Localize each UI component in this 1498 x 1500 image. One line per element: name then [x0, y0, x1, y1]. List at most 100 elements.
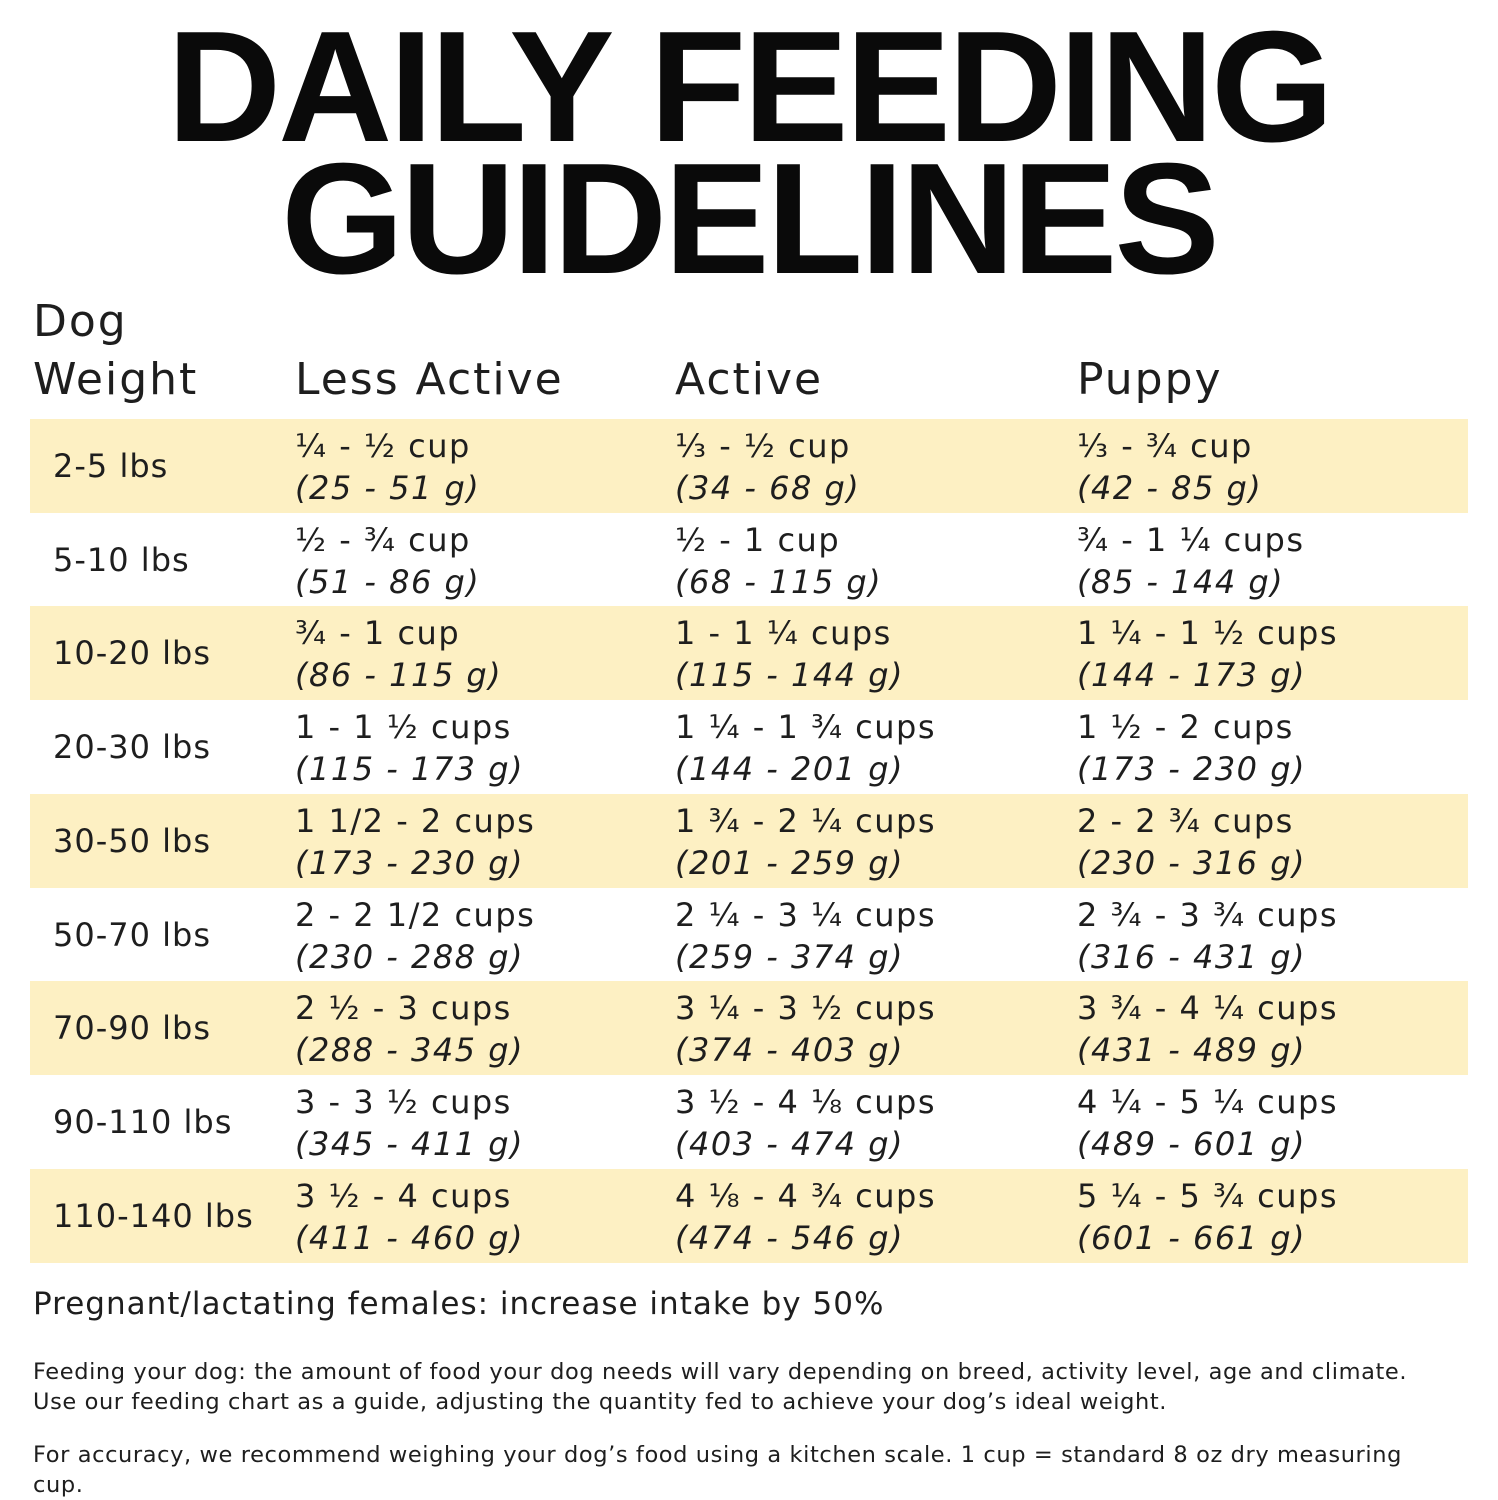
cups: 2 - 2 ¾ cups: [1077, 801, 1294, 840]
amount-cell: 2 ½ - 3 cups (288 - 345 g): [295, 987, 524, 1071]
amount-cell: 2 - 2 1/2 cups (230 - 288 g): [295, 894, 535, 978]
column-header: Less Active: [295, 354, 564, 405]
grams: (51 - 86 g): [295, 562, 481, 601]
cups: 1 - 1 ½ cups: [295, 708, 512, 747]
cups: ¾ - 1 ¼ cups: [1077, 520, 1305, 559]
grams: (474 - 546 g): [675, 1218, 904, 1257]
cups: 3 ¾ - 4 ¼ cups: [1077, 989, 1339, 1028]
table-row: 110-140 lbs 3 ½ - 4 cups (411 - 460 g) 4 ⅛ …: [30, 1168, 1468, 1263]
cups: 1 ¼ - 1 ¾ cups: [675, 708, 937, 747]
amount-cell: ⅓ - ½ cup (34 - 68 g): [675, 425, 860, 509]
grams: (489 - 601 g): [1077, 1124, 1306, 1163]
weight-cell: 20-30 lbs: [53, 728, 212, 767]
grams: (431 - 489 g): [1077, 1031, 1306, 1070]
amount-cell: 3 ½ - 4 ⅛ cups (403 - 474 g): [675, 1081, 936, 1165]
amount-cell: ¾ - 1 cup (86 - 115 g): [295, 612, 502, 696]
title-line: GUIDELINES: [281, 131, 1220, 307]
table-row: 5-10 lbs ½ - ¾ cup (51 - 86 g) ½ - 1 cup (68…: [30, 513, 1468, 607]
grams: (601 - 661 g): [1077, 1218, 1306, 1257]
cups: ⅓ - ½ cup: [675, 427, 851, 465]
weight-cell: 90-110 lbs: [53, 1102, 233, 1141]
weight-cell: 5-10 lbs: [53, 540, 190, 579]
grams: (86 - 115 g): [295, 656, 503, 695]
grams: (115 - 173 g): [295, 750, 524, 789]
cups: 2 ½ - 3 cups: [295, 989, 512, 1028]
amount-cell: ¾ - 1 ¼ cups (85 - 144 g): [1077, 519, 1304, 603]
weight-cell: 30-50 lbs: [53, 821, 212, 860]
amount-cell: 4 ⅛ - 4 ¾ cups (474 - 546 g): [675, 1175, 936, 1259]
amount-cell: 1 1/2 - 2 cups (173 - 230 g): [295, 800, 535, 884]
cups: 4 ¼ - 5 ¼ cups: [1077, 1082, 1339, 1121]
grams: (345 - 411 g): [295, 1124, 524, 1163]
grams: (144 - 173 g): [1077, 656, 1306, 695]
amount-cell: 2 - 2 ¾ cups (230 - 316 g): [1077, 800, 1306, 884]
cups: 3 ½ - 4 ⅛ cups: [675, 1082, 937, 1121]
amount-cell: 1 ¼ - 1 ¾ cups (144 - 201 g): [675, 706, 936, 790]
weight-cell: 2-5 lbs: [53, 447, 169, 485]
cups: 2 ¼ - 3 ¼ cups: [675, 895, 937, 934]
grams: (374 - 403 g): [675, 1031, 904, 1070]
amount-cell: 1 - 1 ½ cups (115 - 173 g): [295, 706, 524, 790]
amount-cell: 4 ¼ - 5 ¼ cups (489 - 601 g): [1077, 1081, 1338, 1165]
cups: 1 ¼ - 1 ½ cups: [1077, 614, 1339, 653]
note-paragraph: For accuracy, we recommend weighing your…: [33, 1442, 1402, 1498]
grams: (42 - 85 g): [1077, 469, 1263, 507]
table-row: 2-5 lbs ¼ - ½ cup (25 - 51 g) ⅓ - ½ cup (34 …: [30, 419, 1468, 513]
amount-cell: 3 ¾ - 4 ¼ cups (431 - 489 g): [1077, 987, 1338, 1071]
cups: 3 ½ - 4 cups: [295, 1176, 512, 1215]
grams: (173 - 230 g): [295, 843, 524, 882]
amount-cell: 3 ½ - 4 cups (411 - 460 g): [295, 1175, 524, 1259]
cups: ⅓ - ¾ cup: [1077, 427, 1253, 465]
cups: 1 1/2 - 2 cups: [295, 801, 536, 840]
grams: (403 - 474 g): [675, 1124, 904, 1163]
grams: (85 - 144 g): [1077, 562, 1285, 601]
cups: 1 ½ - 2 cups: [1077, 708, 1294, 747]
column-header: Active: [675, 354, 824, 405]
cups: 4 ⅛ - 4 ¾ cups: [675, 1176, 937, 1215]
grams: (144 - 201 g): [675, 750, 904, 789]
grams: (288 - 345 g): [295, 1031, 524, 1070]
table-row: 10-20 lbs ¾ - 1 cup (86 - 115 g) 1 - 1 ¼ cu…: [30, 606, 1468, 701]
grams: (68 - 115 g): [675, 562, 883, 601]
amount-cell: 5 ¼ - 5 ¾ cups (601 - 661 g): [1077, 1175, 1338, 1259]
table-row: 50-70 lbs 2 - 2 1/2 cups (230 - 288 g) 2 ¼ …: [30, 888, 1468, 982]
grams: (115 - 144 g): [675, 656, 904, 695]
amount-cell: 1 ¼ - 1 ½ cups (144 - 173 g): [1077, 612, 1338, 696]
grams: (230 - 316 g): [1077, 843, 1306, 882]
grams: (173 - 230 g): [1077, 750, 1306, 789]
cups: 1 - 1 ¼ cups: [675, 614, 892, 653]
cups: ½ - ¾ cup: [295, 520, 471, 559]
amount-cell: ¼ - ½ cup (25 - 51 g): [295, 425, 480, 509]
grams: (230 - 288 g): [295, 937, 524, 976]
cups: 3 - 3 ½ cups: [295, 1082, 512, 1121]
grams: (25 - 51 g): [295, 469, 481, 507]
cups: ½ - 1 cup: [675, 520, 841, 559]
weight-cell: 70-90 lbs: [53, 1009, 212, 1048]
amount-cell: 3 - 3 ½ cups (345 - 411 g): [295, 1081, 524, 1165]
amount-cell: ½ - ¾ cup (51 - 86 g): [295, 519, 480, 603]
column-header: Dog Weight: [33, 296, 199, 405]
note-highlight: Pregnant/lactating females: increase int…: [33, 1286, 885, 1322]
grams: (259 - 374 g): [675, 937, 904, 976]
table-row: 70-90 lbs 2 ½ - 3 cups (288 - 345 g) 3 ¼ - …: [30, 981, 1468, 1076]
cups: 5 ¼ - 5 ¾ cups: [1077, 1176, 1339, 1215]
weight-cell: 110-140 lbs: [53, 1196, 254, 1235]
amount-cell: 3 ¼ - 3 ½ cups (374 - 403 g): [675, 987, 936, 1071]
table-row: 20-30 lbs 1 - 1 ½ cups (115 - 173 g) 1 ¼ - …: [30, 700, 1468, 794]
amount-cell: 2 ¼ - 3 ¼ cups (259 - 374 g): [675, 894, 936, 978]
cups: 3 ¼ - 3 ½ cups: [675, 989, 937, 1028]
amount-cell: 1 ½ - 2 cups (173 - 230 g): [1077, 706, 1306, 790]
cups: 2 - 2 1/2 cups: [295, 895, 536, 934]
cups: 2 ¾ - 3 ¾ cups: [1077, 895, 1339, 934]
cups: 1 ¾ - 2 ¼ cups: [675, 801, 937, 840]
table-row: 90-110 lbs 3 - 3 ½ cups (345 - 411 g) 3 ½ -…: [30, 1075, 1468, 1169]
title-line: DAILY FEEDING: [167, 0, 1334, 175]
amount-cell: 2 ¾ - 3 ¾ cups (316 - 431 g): [1077, 894, 1338, 978]
grams: (316 - 431 g): [1077, 937, 1306, 976]
weight-cell: 50-70 lbs: [53, 915, 212, 954]
note-paragraph: Feeding your dog: the amount of food you…: [33, 1359, 1408, 1415]
amount-cell: 1 - 1 ¼ cups (115 - 144 g): [675, 612, 904, 696]
cups: ¾ - 1 cup: [295, 614, 461, 653]
